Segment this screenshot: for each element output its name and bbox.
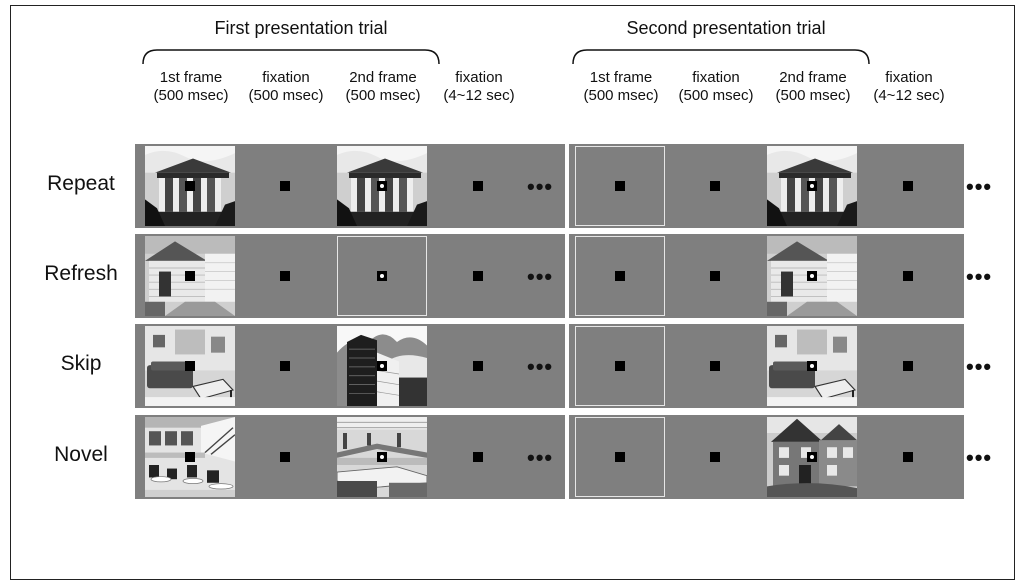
building-photo — [337, 146, 427, 226]
fixation-square — [903, 361, 913, 371]
house-photo — [145, 236, 235, 316]
fixation-square — [710, 452, 720, 462]
col-header-2nd-frame: 2nd frame (500 msec) — [775, 69, 851, 104]
fixation-square — [280, 271, 290, 281]
second-trial-strip-skip — [569, 324, 964, 408]
second-trial-strip-repeat — [569, 144, 964, 228]
fixation-square — [807, 452, 817, 462]
second-trial-strip-novel — [569, 415, 964, 499]
blank-frame — [575, 417, 665, 497]
fixation-square — [185, 361, 195, 371]
col-header-1st-frame: 1st frame (500 msec) — [153, 69, 229, 104]
continuation-dots: ••• — [527, 264, 554, 289]
col-header-fixation-iti: fixation (4~12 sec) — [443, 69, 515, 104]
first-trial-title: First presentation trial — [214, 18, 388, 38]
blank-frame — [575, 146, 665, 226]
second-trial-brace — [572, 49, 870, 65]
continuation-dots: ••• — [966, 354, 993, 379]
second-trial-strip-refresh — [569, 234, 964, 318]
fixation-square — [377, 181, 387, 191]
col-header-fixation-iti: fixation (4~12 sec) — [873, 69, 945, 104]
fixation-square — [903, 271, 913, 281]
continuation-dots: ••• — [527, 445, 554, 470]
fixation-square — [615, 181, 625, 191]
col-header-fixation: fixation (500 msec) — [678, 69, 754, 104]
fixation-square — [280, 181, 290, 191]
continuation-dots: ••• — [527, 174, 554, 199]
fixation-square — [710, 181, 720, 191]
fixation-square — [280, 452, 290, 462]
second-trial-title: Second presentation trial — [626, 18, 826, 38]
continuation-dots: ••• — [966, 445, 993, 470]
fixation-square — [280, 361, 290, 371]
fixation-square — [185, 181, 195, 191]
fixation-square — [615, 271, 625, 281]
blank-frame — [337, 236, 427, 316]
continuation-dots: ••• — [966, 174, 993, 199]
fixation-square — [710, 361, 720, 371]
house-photo — [767, 236, 857, 316]
row-label-skip: Skip — [60, 352, 102, 375]
living-room-photo — [145, 326, 235, 406]
fixation-square — [903, 181, 913, 191]
row-label-repeat: Repeat — [47, 172, 115, 195]
row-label-novel: Novel — [54, 443, 108, 466]
fixation-square — [473, 361, 483, 371]
fixation-square — [185, 271, 195, 281]
blank-frame — [575, 236, 665, 316]
row-label-refresh: Refresh — [44, 262, 118, 285]
fixation-square — [377, 361, 387, 371]
fixation-square — [807, 181, 817, 191]
continuation-dots: ••• — [527, 354, 554, 379]
fixation-square — [377, 452, 387, 462]
fixation-square — [615, 361, 625, 371]
fixation-square — [903, 452, 913, 462]
continuation-dots: ••• — [966, 264, 993, 289]
fixation-square — [377, 271, 387, 281]
fixation-square — [710, 271, 720, 281]
first-trial-brace — [142, 49, 440, 65]
blank-frame — [575, 326, 665, 406]
col-header-fixation: fixation (500 msec) — [248, 69, 324, 104]
fixation-square — [473, 271, 483, 281]
experiment-design-figure: First presentation trial Second presenta… — [10, 5, 1015, 580]
fixation-square — [807, 271, 817, 281]
col-header-1st-frame: 1st frame (500 msec) — [583, 69, 659, 104]
fixation-square — [473, 181, 483, 191]
fixation-square — [807, 361, 817, 371]
fixation-square — [473, 452, 483, 462]
col-header-2nd-frame: 2nd frame (500 msec) — [345, 69, 421, 104]
fixation-square — [185, 452, 195, 462]
building-photo — [145, 146, 235, 226]
fixation-square — [615, 452, 625, 462]
